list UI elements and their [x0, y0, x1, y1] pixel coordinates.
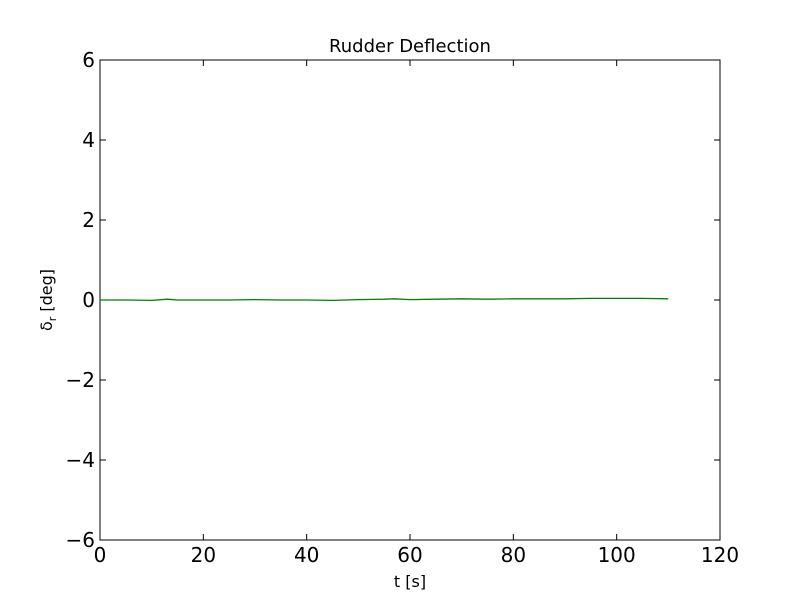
y-tick-label: 6: [82, 48, 95, 72]
x-axis: 0 20 40 60 80 100 120: [94, 60, 739, 567]
chart-title: Rudder Deflection: [329, 36, 491, 57]
x-tick-label: 0: [94, 543, 107, 567]
y-tick-label: 2: [82, 208, 95, 232]
y-axis-label-subscript: r: [46, 316, 59, 321]
x-tick-label: 100: [598, 543, 636, 567]
y-axis-label: δr [deg]: [37, 269, 59, 331]
series-layer: [100, 297, 669, 302]
x-tick-label: 40: [294, 543, 319, 567]
y-tick-label: −2: [66, 368, 95, 392]
y-tick-label: −6: [66, 528, 95, 552]
x-tick-label: 60: [397, 543, 422, 567]
y-tick-label: 4: [82, 128, 95, 152]
y-axis: −6 −4 −2 0 2 4 6: [66, 48, 720, 552]
series-line: [100, 297, 669, 302]
y-tick-label: 0: [82, 288, 95, 312]
y-tick-label: −4: [66, 448, 95, 472]
x-tick-label: 20: [191, 543, 216, 567]
y-axis-label-unit: [deg]: [37, 269, 56, 317]
x-tick-label: 80: [501, 543, 526, 567]
x-axis-label: t [s]: [394, 572, 426, 591]
x-tick-label: 120: [701, 543, 739, 567]
y-axis-label-symbol: δ: [37, 321, 56, 331]
